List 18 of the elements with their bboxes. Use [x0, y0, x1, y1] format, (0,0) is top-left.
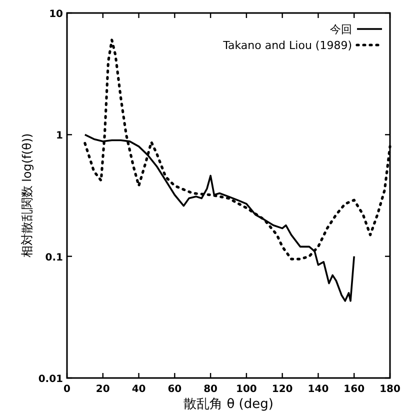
legend-label: Takano and Liou (1989) [222, 39, 352, 52]
legend-label: 今回 [330, 23, 352, 36]
x-tick-label: 120 [272, 384, 293, 395]
x-tick-label: 180 [380, 384, 400, 395]
x-tick-label: 160 [344, 384, 365, 395]
y-tick-label: 0.1 [45, 252, 64, 264]
x-tick-label: 140 [308, 384, 329, 395]
y-tick-label: 10 [49, 9, 64, 20]
x-tick-label: 0 [64, 384, 71, 395]
y-axis-title: 相対散乱関数 log(f(θ)) [20, 133, 34, 258]
x-tick-label: 80 [204, 384, 218, 395]
x-tick-label: 40 [132, 384, 146, 395]
y-tick-label: 0.01 [38, 374, 64, 385]
x-tick-label: 20 [96, 384, 110, 395]
x-axis-title: 散乱角 θ (deg) [184, 397, 274, 412]
x-tick-label: 60 [168, 384, 182, 395]
y-tick-label: 1 [56, 130, 64, 142]
x-tick-label: 100 [236, 384, 257, 395]
